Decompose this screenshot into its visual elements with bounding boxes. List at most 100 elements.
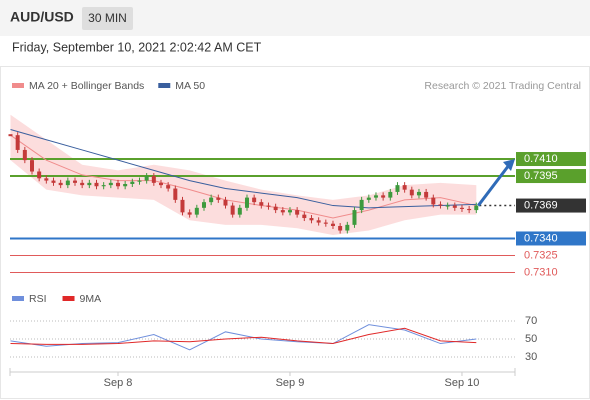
candle (280, 210, 285, 213)
candle (137, 180, 142, 182)
candle (309, 218, 314, 221)
level-box (516, 231, 586, 246)
candle (244, 197, 249, 208)
candle (216, 197, 221, 200)
candle (15, 135, 20, 150)
timestamp: Friday, September 10, 2021 2:02:42 AM CE… (12, 40, 262, 54)
candle (194, 207, 199, 215)
level-label: 0.7310 (524, 266, 558, 278)
candle (65, 180, 70, 186)
candle (151, 176, 156, 183)
candle (352, 210, 357, 225)
candle (187, 212, 192, 215)
candle (431, 197, 436, 205)
legend-label: MA 50 (175, 80, 205, 92)
candle (323, 222, 328, 224)
candle (338, 225, 343, 231)
candle (373, 195, 378, 198)
candle (80, 182, 85, 186)
candle (395, 185, 400, 192)
interval-badge[interactable] (82, 7, 133, 30)
candle (173, 188, 178, 200)
level-label: 0.7410 (524, 153, 558, 165)
candle (295, 210, 300, 215)
candle (166, 185, 171, 189)
candle (87, 182, 92, 186)
candle (37, 171, 42, 179)
candle (201, 202, 206, 208)
candle (108, 182, 113, 186)
bollinger-band (10, 114, 477, 236)
y-tick-label: 50 (525, 333, 537, 345)
rsi-line (10, 327, 477, 345)
candle (158, 182, 163, 186)
candle (438, 204, 443, 206)
candle (474, 205, 479, 211)
candle (388, 191, 393, 198)
level-label: 0.7325 (524, 249, 558, 261)
candle (58, 182, 63, 186)
candle (72, 180, 77, 183)
ma-line (10, 129, 477, 209)
candle (467, 208, 472, 211)
candle (302, 214, 307, 219)
level-label: 0.7369 (524, 199, 558, 211)
y-tick-label: 70 (525, 315, 537, 327)
candle (230, 205, 235, 215)
arrow-head (503, 159, 515, 172)
frame (0, 66, 590, 399)
legend-swatch (12, 296, 24, 301)
credit: Research © 2021 Trading Central (424, 80, 581, 92)
candle (209, 197, 214, 203)
level-box (516, 198, 586, 213)
candle (30, 160, 35, 172)
x-tick-label: Sep 8 (104, 377, 133, 389)
legend-label: MA 20 + Bollinger Bands (29, 80, 144, 92)
candle (445, 205, 450, 207)
candle (94, 182, 99, 187)
x-tick-label: Sep 9 (276, 377, 305, 389)
candle (459, 207, 464, 209)
candle (287, 210, 292, 213)
candle (359, 199, 364, 211)
candle (316, 220, 321, 223)
legend-label: RSI (29, 293, 47, 305)
candle (409, 189, 414, 196)
ma-line (10, 134, 477, 219)
candle (424, 191, 429, 198)
legend-label: 9MA (80, 293, 102, 305)
level-box (516, 152, 586, 167)
candle (416, 191, 421, 196)
candle (273, 206, 278, 211)
candle (144, 176, 149, 181)
level-label: 0.7395 (524, 170, 558, 182)
symbol: AUD/USD (10, 9, 74, 25)
candle (266, 205, 271, 207)
interval[interactable]: 30 MIN (88, 11, 127, 25)
candle (223, 199, 228, 206)
candle (452, 205, 457, 208)
candle (44, 178, 49, 181)
legend-swatch (158, 83, 171, 88)
candle (237, 207, 242, 215)
legend-swatch (12, 83, 24, 88)
candle (123, 183, 128, 187)
candle (101, 185, 106, 187)
candle (366, 197, 371, 200)
candle (130, 181, 135, 184)
candle (22, 149, 27, 161)
candle (115, 182, 120, 187)
candle (330, 223, 335, 226)
candle (259, 202, 264, 206)
candle (51, 180, 56, 183)
legend-swatch (62, 296, 75, 301)
y-tick-label: 30 (525, 351, 537, 363)
level-label: 0.7340 (524, 232, 558, 244)
candle (402, 185, 407, 190)
candle (252, 197, 257, 203)
level-box (516, 169, 586, 184)
candle (381, 195, 386, 198)
x-tick-label: Sep 10 (445, 377, 480, 389)
